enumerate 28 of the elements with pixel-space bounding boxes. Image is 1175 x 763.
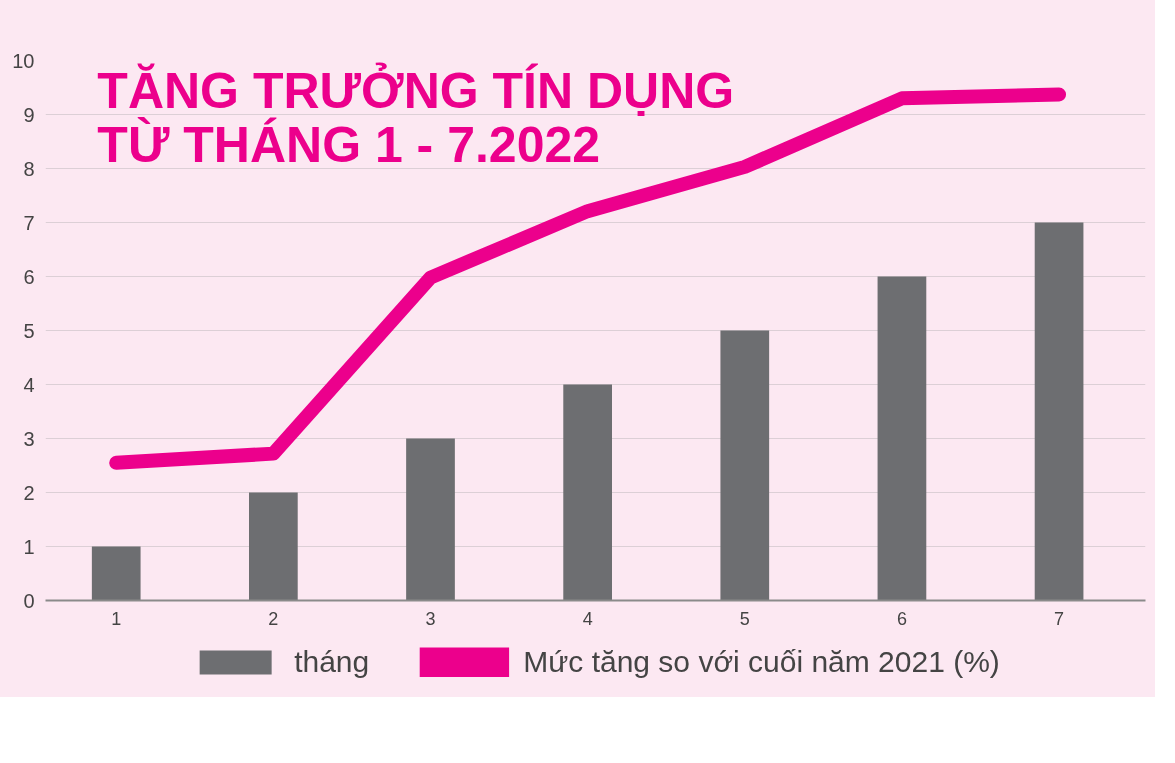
bar [249,492,298,601]
y-tick-label: 5 [23,319,35,342]
bar [91,546,141,601]
x-tick-label: 6 [896,608,907,629]
legend-label: Mức tăng so với cuối năm 2021 (%) [523,645,1000,679]
bar [720,330,770,601]
y-tick-label: 6 [23,265,35,288]
x-tick-label: 4 [582,608,593,629]
y-tick-label: 10 [12,49,35,72]
y-tick-label: 8 [23,157,35,180]
y-tick-label: 2 [23,481,35,504]
y-tick-label: 4 [23,373,35,396]
bar [563,384,612,601]
x-tick-label: 3 [425,608,436,629]
y-tick-label: 9 [23,103,35,126]
y-tick-label: 0 [23,589,35,612]
x-tick-label: 5 [739,608,750,629]
bar [1034,222,1084,601]
bar [877,276,927,601]
text: TĂNG TRƯỞNG TÍN DỤNG TỪ THÁNG 1 - 7.2022 [97,61,735,173]
x-tick-label: 1 [111,608,122,629]
x-tick-label: 7 [1054,608,1065,629]
bar [406,438,455,601]
y-tick-label: 3 [23,427,35,450]
y-tick-label: 1 [23,535,35,558]
x-tick-label: 2 [268,608,279,629]
y-tick-label: 7 [23,211,35,234]
legend-label: tháng [294,645,370,679]
